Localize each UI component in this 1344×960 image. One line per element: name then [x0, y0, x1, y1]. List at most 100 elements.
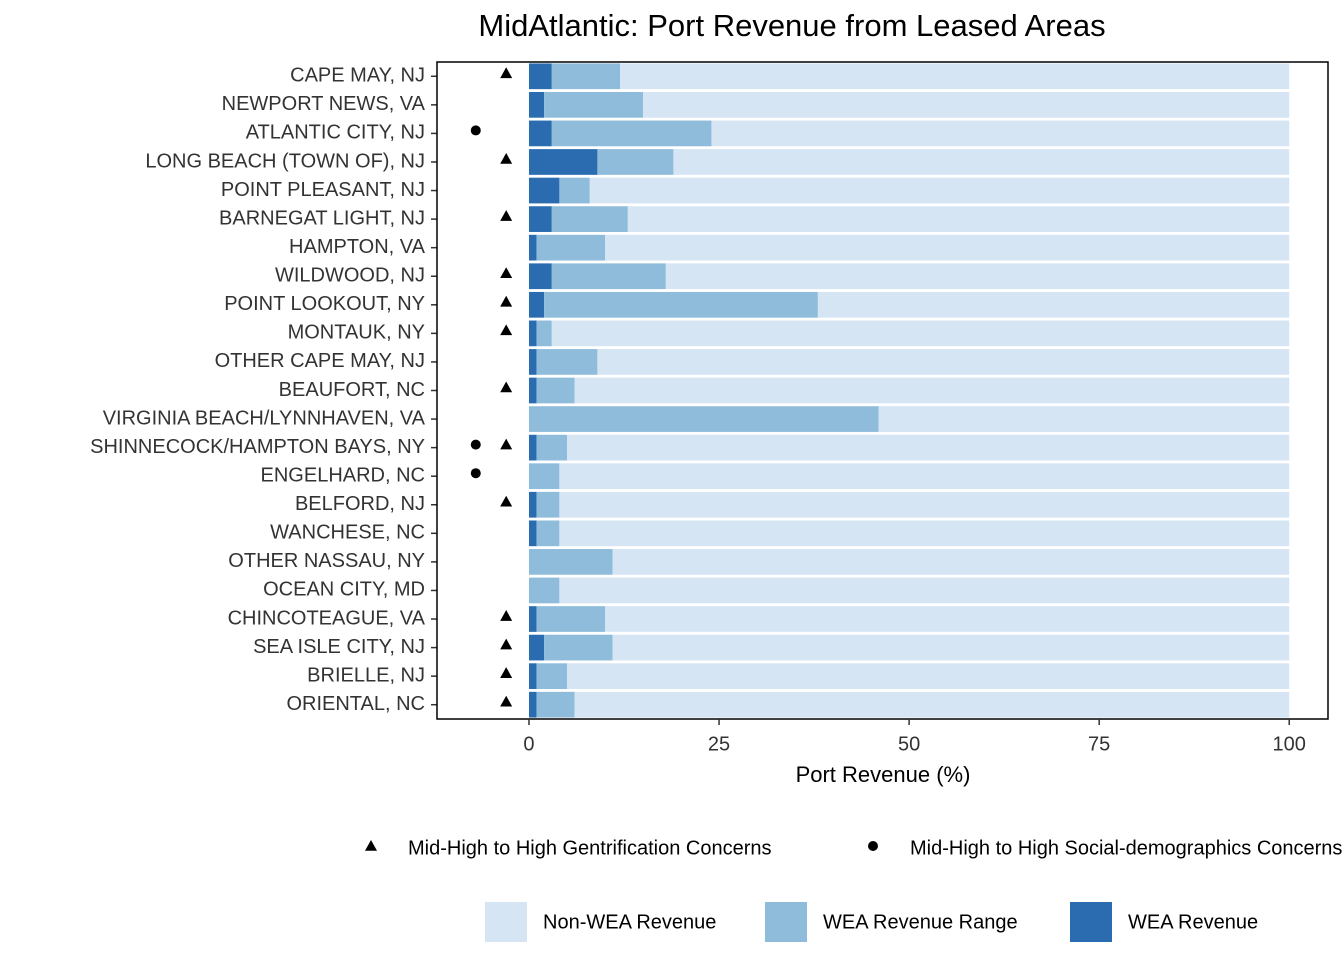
legend-swatch: [485, 902, 527, 942]
bar-segment: [536, 491, 560, 518]
bar-segment: [673, 149, 1290, 175]
bar-segment: [536, 349, 598, 375]
bar-segment: [551, 263, 666, 290]
legend-label: Mid-High to High Social-demographics Con…: [910, 837, 1342, 859]
marker-circle: [470, 439, 481, 450]
y-tick-label: SEA ISLE CITY, NJ: [253, 636, 425, 658]
bar-segment: [528, 491, 537, 518]
marker-circle: [470, 468, 481, 479]
legend-swatch: [1070, 902, 1112, 942]
bar-segment: [528, 463, 560, 490]
x-tick-label: 50: [898, 733, 920, 755]
bar-segment: [528, 206, 552, 232]
bar-segment: [620, 63, 1290, 90]
y-tick-label: LONG BEACH (TOWN OF), NJ: [145, 150, 425, 172]
bar-segment: [528, 520, 537, 547]
chart-title: MidAtlantic: Port Revenue from Leased Ar…: [478, 8, 1105, 43]
bar-segment: [528, 349, 537, 375]
y-tick-label: CAPE MAY, NJ: [290, 65, 425, 87]
bar-segment: [528, 434, 537, 461]
x-tick-label: 25: [708, 733, 730, 755]
bar-segment: [597, 149, 674, 175]
bar-segment: [878, 406, 1290, 432]
y-tick-label: NEWPORT NEWS, VA: [222, 93, 426, 115]
bar-segment: [528, 377, 537, 404]
bar-segment: [528, 149, 598, 175]
x-tick-label: 0: [523, 733, 534, 755]
bar-segment: [605, 606, 1290, 632]
bar-segment: [544, 291, 818, 318]
bar-segment: [528, 663, 537, 690]
bar-segment: [574, 377, 1290, 404]
bar-segment: [528, 320, 537, 347]
plot-border: [436, 61, 1329, 720]
bar-segment: [528, 63, 552, 90]
bar-segment: [559, 491, 1290, 518]
x-tick-label: 100: [1273, 733, 1306, 755]
bar-segment: [536, 691, 575, 718]
marker-triangle: [500, 638, 513, 650]
bar-segment: [528, 691, 537, 718]
y-tick-label: OTHER NASSAU, NY: [228, 550, 425, 572]
bar-segment: [559, 177, 590, 204]
y-tick-label: OTHER CAPE MAY, NJ: [215, 350, 425, 372]
bar-segment: [612, 549, 1290, 575]
marker-triangle: [500, 695, 513, 707]
bar-segment: [551, 120, 712, 147]
marker-triangle: [500, 210, 513, 221]
y-tick-label: MONTAUK, NY: [288, 322, 425, 344]
bar-segment: [627, 206, 1290, 232]
marker-triangle: [500, 438, 513, 450]
x-axis-label: Port Revenue (%): [796, 762, 971, 787]
marker-triangle: [500, 495, 513, 507]
bar-segment: [528, 234, 537, 261]
y-tick-label: WANCHESE, NC: [270, 522, 425, 544]
marker-triangle: [500, 67, 513, 79]
y-tick-label: POINT PLEASANT, NJ: [221, 179, 425, 201]
y-tick-label: POINT LOOKOUT, NY: [224, 293, 425, 315]
bar-segment: [536, 320, 552, 347]
bar-segment: [574, 691, 1290, 718]
legend-swatch: [765, 902, 807, 942]
bar-segment: [711, 120, 1290, 147]
bar-segment: [551, 63, 621, 90]
bar-segment: [551, 206, 628, 232]
bar-segment: [528, 406, 879, 432]
bar-segment: [589, 177, 1290, 204]
y-tick-label: SHINNECOCK/HAMPTON BAYS, NY: [90, 436, 425, 458]
bar-segment: [612, 634, 1290, 661]
marker-circle: [470, 125, 481, 136]
bar-segment: [544, 634, 613, 661]
legend-label: WEA Revenue Range: [823, 911, 1018, 933]
bar-segment: [528, 263, 552, 290]
x-tick-label: 75: [1088, 733, 1110, 755]
bar-segment: [567, 434, 1290, 461]
marker-triangle: [500, 381, 513, 393]
bar-segment: [597, 349, 1290, 375]
marker-triangle: [500, 152, 513, 164]
bar-segment: [528, 606, 537, 632]
legend-label: Mid-High to High Gentrification Concerns: [408, 837, 772, 859]
bar-segment: [536, 520, 560, 547]
y-tick-label: ENGELHARD, NC: [261, 464, 425, 486]
y-tick-label: BRIELLE, NJ: [307, 664, 425, 686]
bar-segment: [528, 291, 545, 318]
bar-segment: [643, 91, 1290, 118]
y-tick-label: WILDWOOD, NJ: [275, 265, 425, 287]
bar-segment: [817, 291, 1290, 318]
bar-segment: [605, 234, 1290, 261]
bar-segment: [536, 663, 568, 690]
marker-triangle: [500, 267, 513, 279]
bar-segment: [536, 234, 606, 261]
y-tick-label: VIRGINIA BEACH/LYNNHAVEN, VA: [103, 407, 426, 429]
bar-segment: [559, 463, 1290, 490]
bar-segment: [559, 577, 1290, 604]
y-tick-label: ORIENTAL, NC: [286, 693, 425, 715]
bar-segment: [559, 520, 1290, 547]
y-tick-label: BARNEGAT LIGHT, NJ: [219, 207, 425, 229]
bar-segment: [536, 606, 606, 632]
bar-segment: [528, 549, 613, 575]
marker-triangle: [500, 295, 513, 307]
y-tick-label: BEAUFORT, NC: [279, 379, 425, 401]
